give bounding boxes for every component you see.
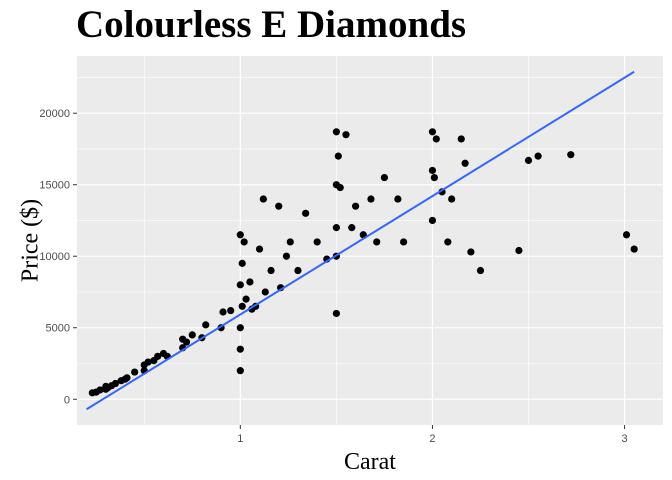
x-axis-title: Carat	[344, 449, 396, 475]
plot-panel	[77, 56, 663, 425]
data-point	[242, 295, 250, 303]
data-points	[88, 128, 638, 397]
data-point	[430, 173, 438, 182]
data-point	[534, 152, 542, 160]
data-point	[144, 358, 152, 366]
data-point	[567, 151, 575, 159]
major-gridlines	[77, 56, 663, 425]
y-axis-title: Price ($)	[17, 199, 43, 282]
data-point	[467, 248, 475, 256]
data-point	[332, 224, 340, 232]
data-point	[246, 278, 254, 286]
data-point	[342, 131, 350, 139]
data-point	[444, 238, 452, 246]
data-point	[123, 374, 131, 382]
trend-line	[86, 70, 635, 411]
data-point	[236, 367, 244, 375]
data-point	[286, 238, 294, 246]
data-point	[261, 288, 269, 296]
data-point	[131, 368, 139, 376]
data-point	[351, 202, 360, 210]
y-tick-label: 15000	[39, 180, 70, 192]
data-point	[622, 231, 631, 239]
data-point	[428, 128, 437, 136]
data-point	[394, 195, 402, 203]
data-point	[334, 152, 342, 160]
data-point	[380, 173, 389, 182]
data-point	[236, 281, 244, 289]
data-point	[461, 159, 469, 167]
data-point	[96, 386, 104, 394]
data-point	[348, 224, 356, 232]
data-point	[476, 266, 485, 275]
data-point	[332, 309, 340, 318]
data-point	[367, 195, 375, 203]
data-point	[457, 135, 465, 143]
data-point	[188, 331, 196, 339]
data-point	[282, 252, 291, 260]
data-point	[236, 345, 244, 353]
minor-gridlines	[77, 56, 663, 425]
data-point	[515, 246, 523, 255]
x-tick-label: 2	[429, 433, 435, 445]
data-point	[255, 245, 264, 253]
data-point	[275, 202, 283, 210]
data-point	[202, 321, 210, 329]
data-point	[373, 238, 381, 246]
y-tick-label: 10000	[39, 251, 70, 263]
data-point	[336, 183, 344, 192]
y-tick-label: 0	[64, 394, 70, 406]
data-point	[238, 302, 246, 310]
data-point	[111, 379, 120, 388]
data-point	[400, 238, 408, 246]
data-point	[524, 156, 533, 165]
data-point	[428, 216, 437, 225]
data-point	[238, 259, 246, 267]
x-tick-label: 1	[237, 433, 243, 445]
data-point	[259, 195, 267, 203]
axis-ticks	[73, 112, 626, 429]
y-tick-label: 5000	[46, 323, 70, 335]
data-point	[240, 238, 248, 246]
data-point	[236, 324, 244, 332]
data-point	[448, 195, 456, 203]
data-point	[154, 352, 162, 360]
tick-labels: 1 2 3 0 5000 10000 15000 20000	[39, 108, 627, 445]
data-point	[236, 231, 244, 239]
data-point	[219, 308, 227, 316]
data-point	[267, 266, 275, 275]
y-tick-label: 20000	[39, 108, 70, 120]
data-point	[302, 209, 310, 217]
data-point	[428, 166, 437, 175]
trend-line-group	[86, 70, 635, 411]
x-tick-label: 3	[622, 433, 628, 445]
data-point	[630, 245, 638, 253]
data-point	[313, 238, 321, 246]
data-point	[294, 266, 302, 275]
data-point	[182, 338, 191, 346]
data-point	[227, 306, 235, 315]
chart-title: Colourless E Diamonds	[76, 3, 467, 46]
data-point	[432, 135, 440, 143]
data-point	[332, 128, 340, 136]
